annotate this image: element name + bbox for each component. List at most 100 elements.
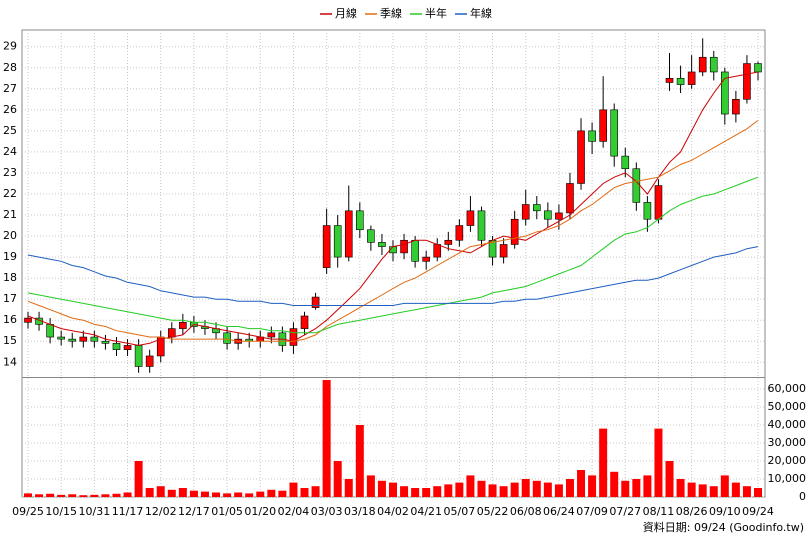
candle-body bbox=[754, 63, 762, 73]
candle-body bbox=[510, 218, 519, 245]
y-tick-label: 25 bbox=[3, 124, 17, 137]
candle-body bbox=[698, 56, 707, 73]
volume-bar bbox=[35, 494, 44, 497]
candle-body bbox=[521, 204, 530, 220]
volume-bar bbox=[212, 492, 221, 497]
candle-body bbox=[709, 56, 718, 73]
x-tick-label: 04/02 bbox=[377, 505, 409, 518]
volume-bar bbox=[333, 461, 342, 497]
y-tick-label: 14 bbox=[3, 355, 17, 368]
candle-body bbox=[610, 109, 619, 157]
candle-body bbox=[289, 328, 298, 346]
volume-bar bbox=[676, 479, 685, 497]
y2-tick-label: 50,000 bbox=[768, 400, 807, 413]
volume-bar bbox=[289, 482, 298, 497]
x-tick-label: 02/04 bbox=[278, 505, 310, 518]
volume-bar bbox=[68, 494, 77, 497]
candle-body bbox=[588, 130, 596, 142]
candle-body bbox=[433, 244, 442, 258]
volume-bar bbox=[754, 488, 762, 497]
candle-body bbox=[24, 317, 32, 323]
candle-body bbox=[101, 340, 110, 344]
volume-bar bbox=[720, 475, 729, 497]
candle-body bbox=[455, 225, 464, 241]
volume-bar bbox=[267, 489, 276, 497]
volume-bar bbox=[245, 493, 254, 497]
volume-bar bbox=[46, 493, 55, 497]
x-tick-label: 09/10 bbox=[709, 505, 741, 518]
y-tick-label: 26 bbox=[3, 103, 17, 116]
y-tick-label: 17 bbox=[3, 292, 17, 305]
x-tick-label: 05/22 bbox=[477, 505, 509, 518]
candle-body bbox=[68, 338, 77, 342]
candle-body bbox=[599, 109, 607, 142]
x-tick-label: 01/05 bbox=[211, 505, 243, 518]
candle-body bbox=[621, 155, 630, 170]
x-tick-label: 10/31 bbox=[79, 505, 111, 518]
candle-body bbox=[79, 336, 88, 342]
volume-bar bbox=[422, 488, 431, 497]
x-tick-label: 12/17 bbox=[178, 505, 210, 518]
candle-body bbox=[223, 332, 231, 344]
volume-bar bbox=[521, 479, 530, 497]
y-tick-label: 22 bbox=[3, 187, 17, 200]
candle-body bbox=[732, 99, 740, 115]
volume-bar bbox=[588, 475, 597, 497]
candle-body bbox=[499, 244, 508, 258]
candle-body bbox=[665, 77, 674, 83]
legend-label: 月線 bbox=[335, 6, 357, 20]
y-tick-label: 15 bbox=[3, 334, 17, 347]
candle-body bbox=[134, 345, 143, 367]
candle-body bbox=[743, 63, 751, 100]
x-tick-label: 04/21 bbox=[410, 505, 442, 518]
x-tick-label: 03/18 bbox=[344, 505, 376, 518]
volume-bar bbox=[444, 484, 453, 497]
volume-bar bbox=[112, 493, 121, 497]
x-tick-label: 11/17 bbox=[112, 505, 144, 518]
candle-body bbox=[300, 315, 309, 329]
candle-body bbox=[333, 225, 342, 258]
volume-bar bbox=[499, 486, 508, 497]
volume-bar bbox=[411, 488, 420, 497]
candle-body bbox=[322, 225, 331, 268]
volume-bar bbox=[24, 493, 32, 497]
volume-bar bbox=[577, 470, 586, 497]
candle-body bbox=[356, 210, 364, 231]
candle-body bbox=[167, 328, 176, 338]
candle-body bbox=[267, 332, 276, 338]
x-tick-label: 03/03 bbox=[311, 505, 343, 518]
candle-body bbox=[721, 71, 729, 115]
volume-bar bbox=[565, 479, 574, 497]
volume-bar bbox=[178, 488, 187, 497]
volume-bar bbox=[389, 482, 397, 497]
x-tick-label: 08/11 bbox=[643, 505, 675, 518]
y-tick-label: 24 bbox=[3, 145, 17, 158]
volume-bar bbox=[344, 479, 353, 497]
volume-bar bbox=[665, 461, 674, 497]
x-tick-label: 01/20 bbox=[244, 505, 276, 518]
candle-body bbox=[643, 202, 652, 220]
volume-bar bbox=[742, 486, 751, 497]
candle-body bbox=[466, 210, 475, 226]
x-tick-label: 07/09 bbox=[576, 505, 608, 518]
x-tick-label: 05/07 bbox=[444, 505, 476, 518]
volume-bar bbox=[510, 482, 519, 497]
y2-tick-label: 20,000 bbox=[768, 454, 807, 467]
volume-bar bbox=[466, 475, 475, 497]
ma-line bbox=[27, 176, 759, 334]
candle-body bbox=[676, 77, 685, 85]
x-tick-label: 06/24 bbox=[543, 505, 575, 518]
candle-body bbox=[145, 355, 154, 367]
y2-tick-label: 10,000 bbox=[768, 472, 807, 485]
y-tick-label: 18 bbox=[3, 271, 17, 284]
y-tick-label: 29 bbox=[3, 40, 17, 53]
candle-body bbox=[344, 210, 353, 258]
volume-bar bbox=[377, 480, 386, 497]
source-note: 資料日期: 09/24 (Goodinfo.tw) bbox=[643, 520, 804, 534]
volume-bar bbox=[322, 380, 331, 497]
y2-tick-label: 60,000 bbox=[768, 382, 807, 395]
volume-bar bbox=[643, 475, 652, 497]
y-tick-label: 28 bbox=[3, 61, 17, 74]
y-tick-label: 16 bbox=[3, 313, 17, 326]
